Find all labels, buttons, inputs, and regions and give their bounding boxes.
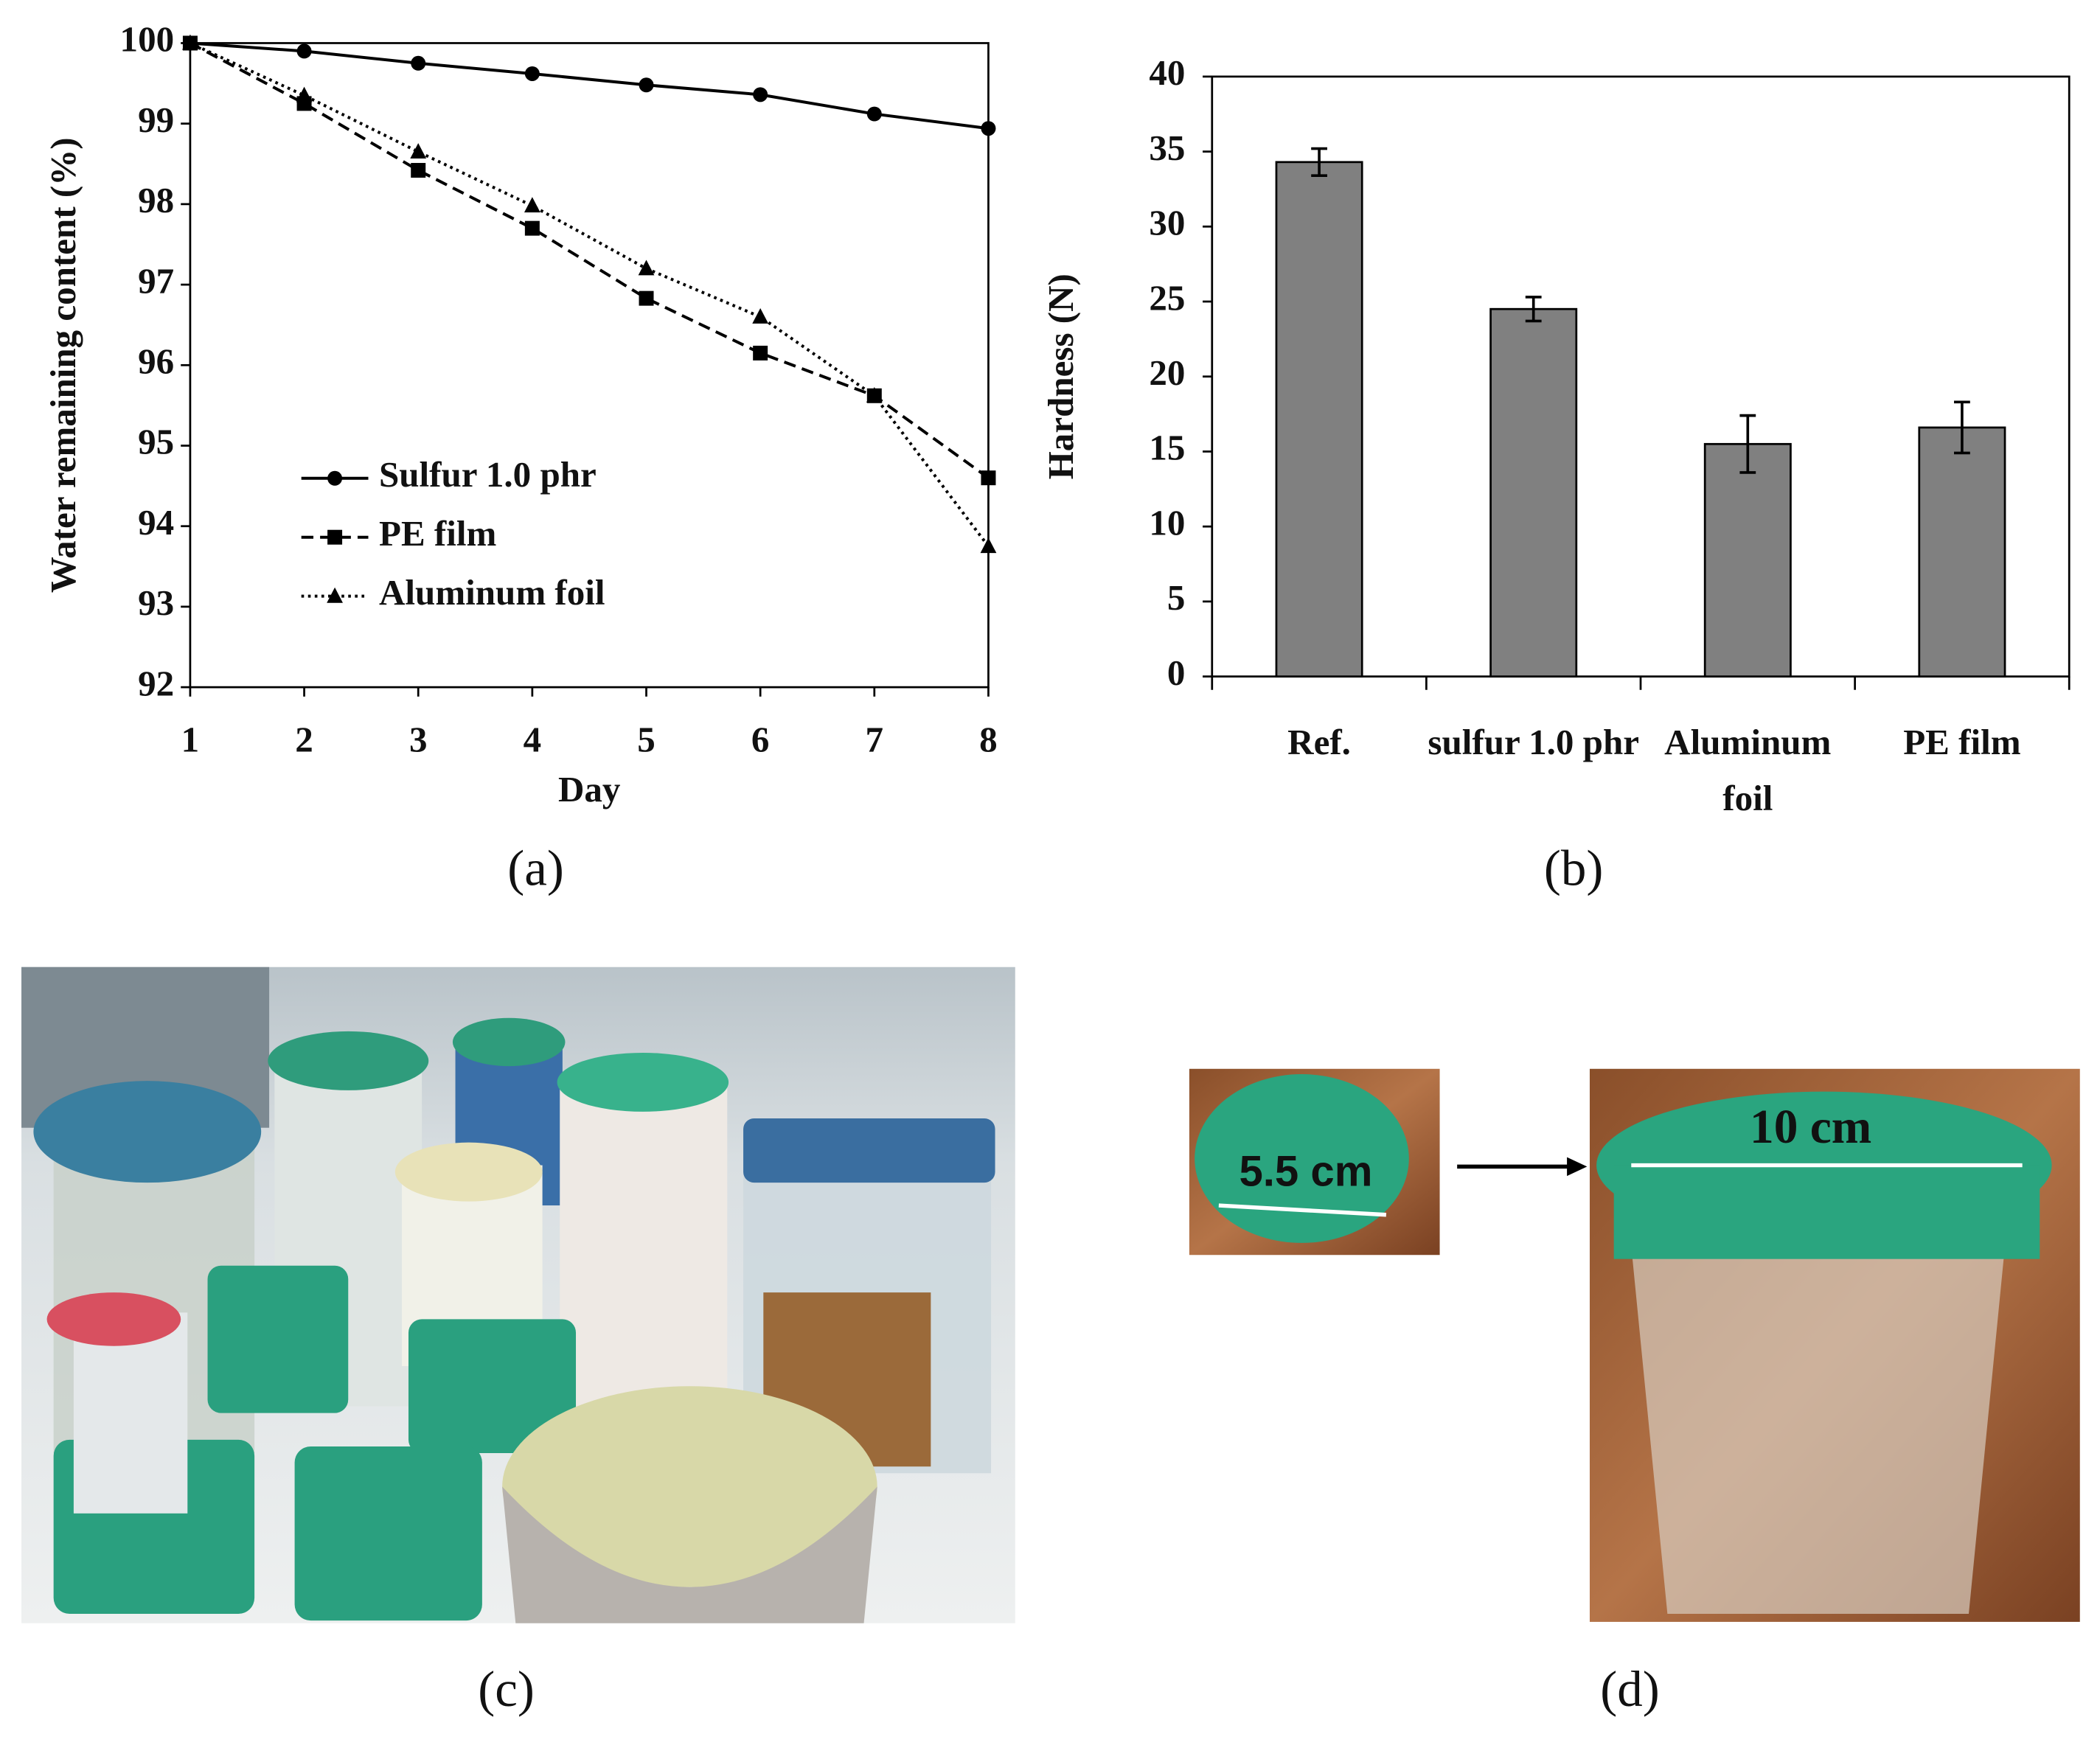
point <box>753 345 768 361</box>
y-tick-label: 15 <box>1149 428 1185 468</box>
y-tick-label: 40 <box>1149 52 1185 93</box>
y-tick-label: 0 <box>1167 652 1186 693</box>
y-tick-label: 100 <box>120 19 175 60</box>
point <box>296 43 312 59</box>
x-tick-label: 8 <box>979 720 998 760</box>
point <box>866 106 882 122</box>
y-tick-label: 92 <box>138 663 174 703</box>
x-axis-label: Day <box>558 769 621 809</box>
point <box>866 386 883 403</box>
series-line <box>190 41 990 548</box>
y-tick-label: 95 <box>138 422 174 462</box>
x-tick-label-box: PE film <box>1903 722 2021 762</box>
caption: (d) <box>1600 1660 1659 1717</box>
y-tick-label: 99 <box>138 100 174 140</box>
x-tick-label-box: Aluminum foil <box>1664 722 1832 819</box>
bar <box>1489 307 1578 678</box>
x-tick-label: 7 <box>866 720 884 760</box>
bar <box>1275 161 1363 678</box>
y-axis-label: Hardness (N) <box>1040 274 1081 479</box>
caption: (c) <box>478 1660 535 1717</box>
error-bar <box>1525 296 1542 323</box>
point <box>981 470 996 486</box>
point <box>410 143 427 159</box>
x-tick-label: 4 <box>524 720 542 760</box>
point <box>639 290 654 306</box>
legend-marker <box>327 529 343 545</box>
x-tick-label: Ref. <box>1287 722 1351 762</box>
y-tick-label: 30 <box>1149 203 1185 243</box>
point <box>296 86 313 102</box>
point <box>981 121 996 136</box>
y-tick-label: 10 <box>1149 502 1185 543</box>
point <box>638 260 655 276</box>
photo-c <box>21 967 1015 1623</box>
legend-label: PE film <box>379 513 496 554</box>
point <box>182 34 198 50</box>
legend-marker <box>327 470 343 486</box>
caption: (b) <box>1544 839 1603 896</box>
x-tick-label: 1 <box>181 720 200 760</box>
point <box>639 77 654 93</box>
x-tick-label: PE film <box>1903 722 2021 762</box>
series-line <box>189 41 990 479</box>
y-tick-label: 35 <box>1149 128 1185 168</box>
x-tick-label-box: sulfur 1.0 phr <box>1428 722 1639 762</box>
x-tick-label: 2 <box>295 720 313 760</box>
bar <box>1918 426 2006 678</box>
y-tick-label: 25 <box>1149 277 1185 318</box>
y-tick-label: 94 <box>138 502 174 543</box>
y-tick-label: 97 <box>138 260 174 301</box>
caption: (a) <box>507 839 564 896</box>
x-tick-label: 3 <box>409 720 428 760</box>
point <box>752 307 769 324</box>
point <box>411 55 426 71</box>
annotation: 10 cm <box>1750 1101 1871 1154</box>
x-tick-label: 6 <box>751 720 770 760</box>
point <box>524 220 540 236</box>
y-tick-label: 98 <box>138 180 174 220</box>
x-tick-label: 5 <box>637 720 656 760</box>
y-tick-label: 96 <box>138 341 174 382</box>
x-tick-label: Aluminum foil <box>1664 722 1832 819</box>
y-tick-label: 5 <box>1167 577 1186 618</box>
error-bar <box>1739 414 1756 474</box>
point <box>524 197 540 213</box>
point <box>524 66 540 81</box>
y-tick-label: 20 <box>1149 352 1185 393</box>
legend-label: Aluminum foil <box>379 572 605 613</box>
error-bar <box>1954 400 1970 455</box>
annotation: 5.5 cm <box>1239 1148 1372 1196</box>
error-bar <box>1311 147 1327 177</box>
series-line <box>190 41 989 130</box>
bar <box>1703 442 1792 678</box>
legend-label: Sulfur 1.0 phr <box>379 454 597 495</box>
x-tick-label-box: Ref. <box>1287 722 1351 762</box>
y-tick-label: 93 <box>138 582 174 623</box>
point <box>753 87 768 102</box>
photo-d <box>1189 1068 2080 1622</box>
x-tick-label: sulfur 1.0 phr <box>1428 722 1639 762</box>
y-axis-label: Water remaining content (%) <box>43 137 83 593</box>
point <box>411 163 426 178</box>
point <box>980 537 997 554</box>
legend-marker <box>327 587 343 603</box>
